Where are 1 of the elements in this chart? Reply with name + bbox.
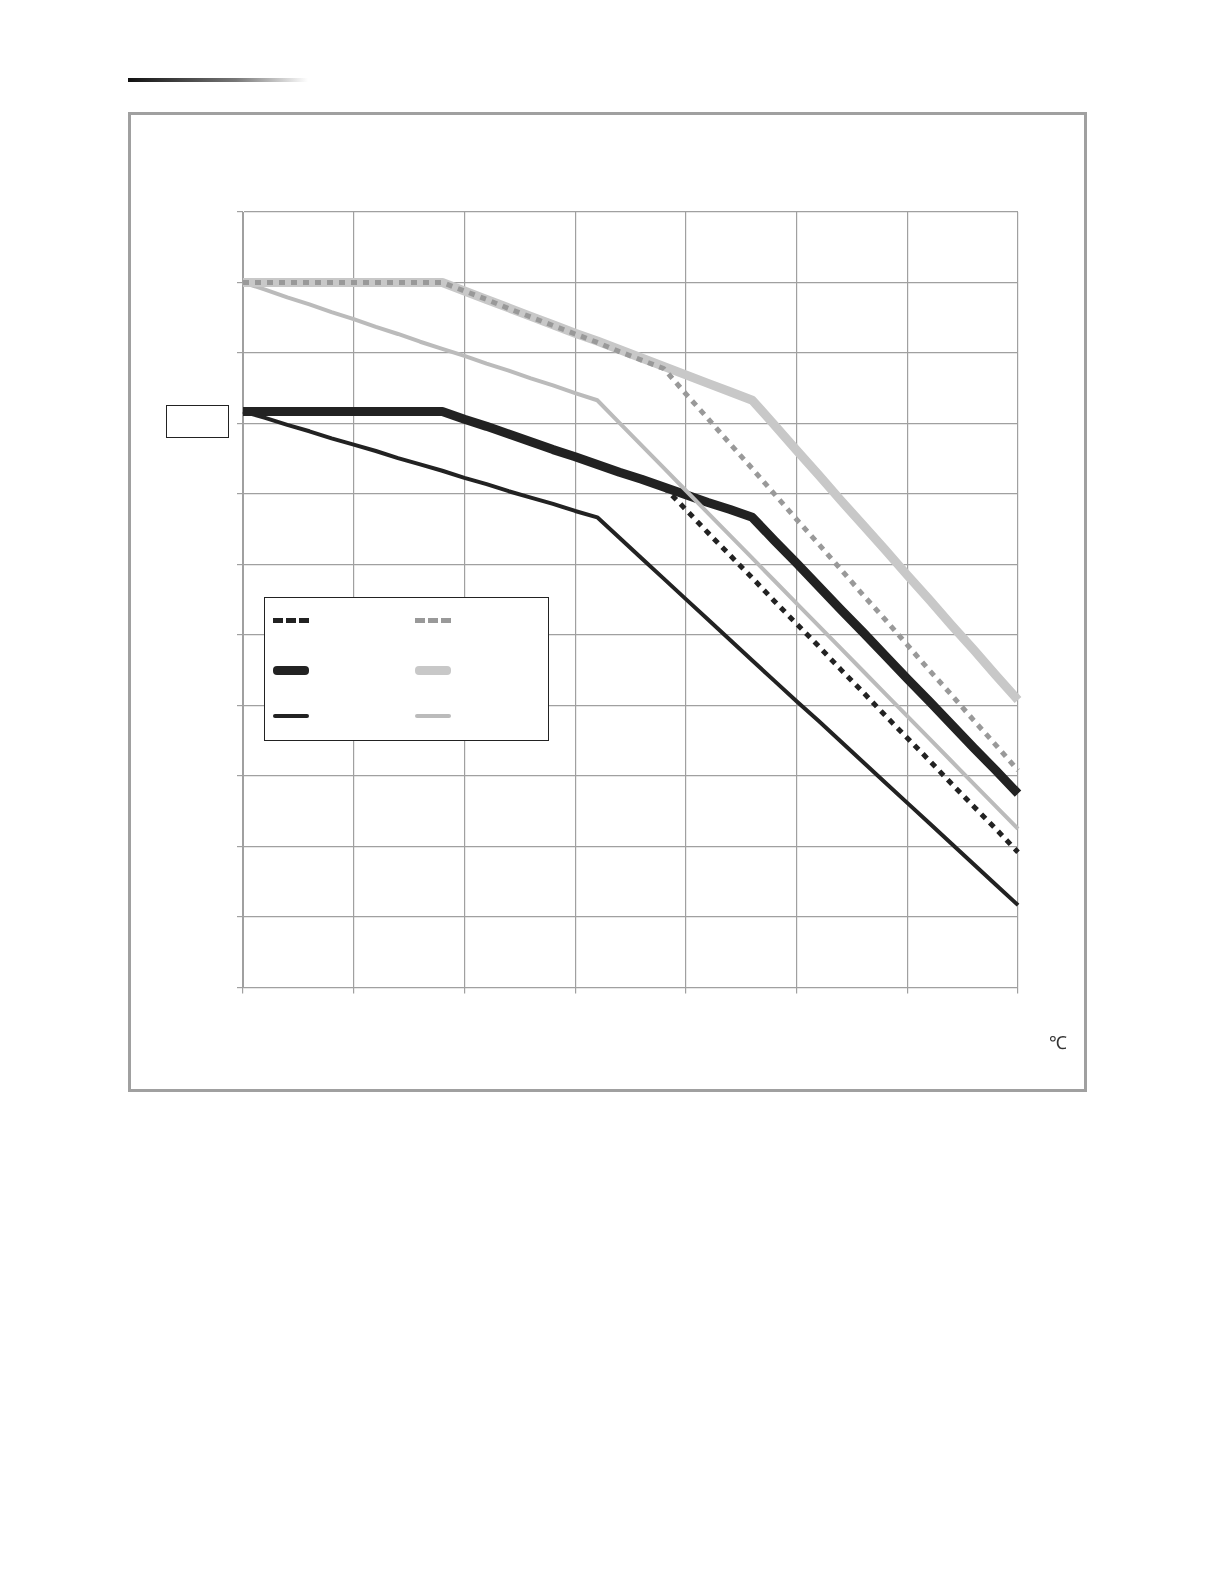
x-axis-title: ℃ — [1049, 1032, 1067, 1054]
